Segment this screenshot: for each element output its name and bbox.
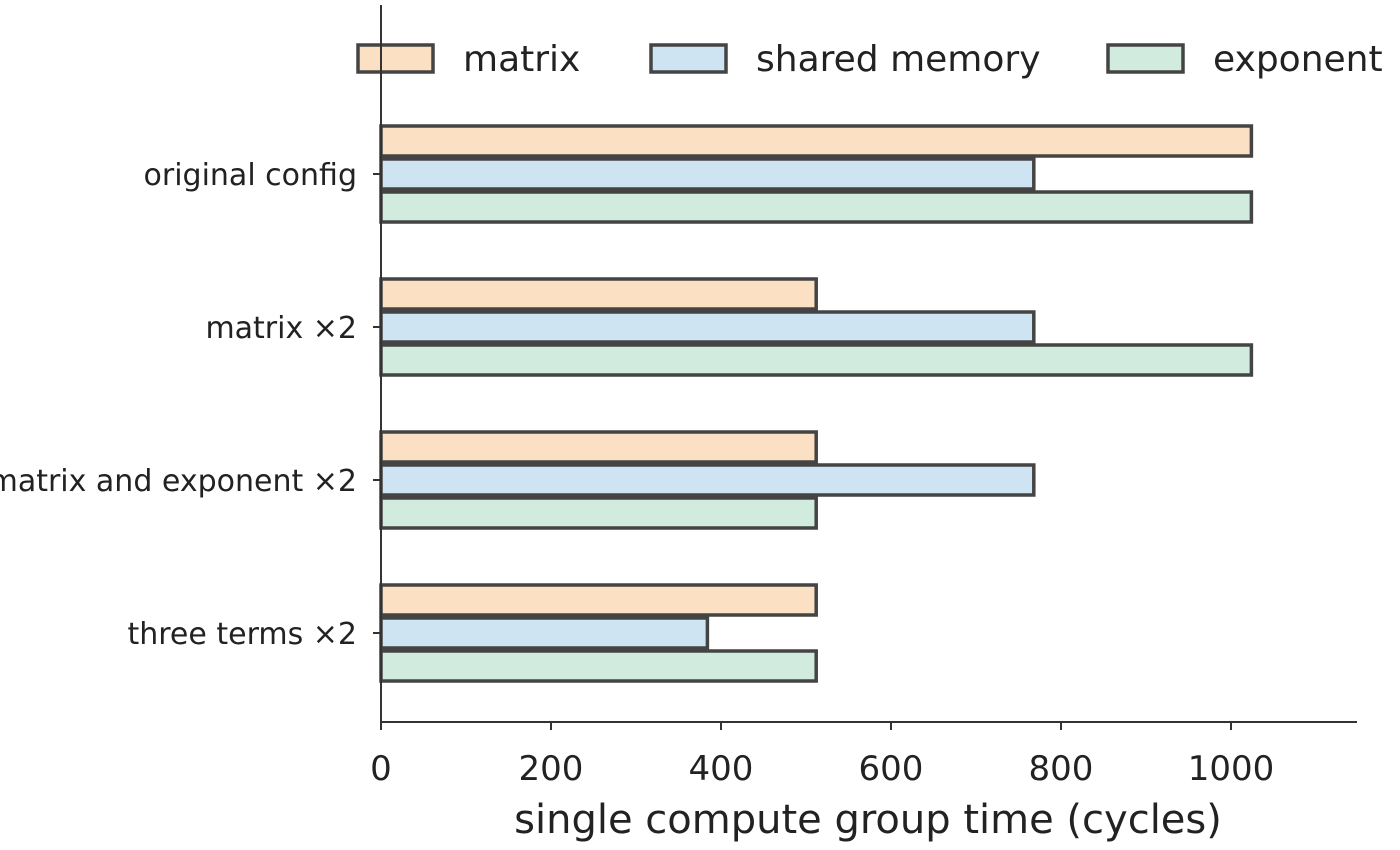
bar-matrix-0: [379, 124, 1254, 158]
bar-exponent-2: [379, 496, 818, 530]
bar-exponent-3: [379, 649, 818, 683]
x-tick-label: 800: [1029, 749, 1094, 789]
bar-shared-memory-1: [379, 310, 1036, 344]
x-tick-label: 1000: [1188, 749, 1275, 789]
category-label: matrix and exponent ×2: [0, 464, 357, 499]
bar-exponent-0: [379, 190, 1254, 224]
legend-swatch-exponent: [1106, 43, 1185, 74]
legend-label-matrix: matrix: [463, 39, 580, 80]
x-ticks: 0 200 400 600 800 1000: [370, 722, 1274, 789]
category-label: original config: [144, 158, 357, 193]
bar-exponent-1: [379, 343, 1254, 377]
bar-matrix-3: [379, 583, 818, 617]
bar-shared-memory-2: [379, 463, 1036, 497]
bar-shared-memory-3: [379, 616, 710, 650]
bars: [379, 124, 1254, 683]
legend-label-exponent: exponent: [1213, 39, 1383, 80]
legend-swatch-matrix: [356, 43, 435, 74]
x-tick-label: 200: [519, 749, 584, 789]
bar-matrix-1: [379, 277, 818, 311]
x-tick-label: 0: [370, 749, 392, 789]
axes: [380, 5, 1357, 723]
bar-shared-memory-0: [379, 157, 1036, 191]
category-label: three terms ×2: [127, 617, 357, 652]
category-label: matrix ×2: [205, 311, 357, 346]
legend-label-shared-memory: shared memory: [756, 39, 1041, 80]
x-tick-label: 400: [689, 749, 754, 789]
legend-swatch-shared-memory: [649, 43, 728, 74]
y-ticks: original config matrix ×2 matrix and expon…: [0, 158, 381, 652]
x-tick-label: 600: [859, 749, 924, 789]
bar-matrix-2: [379, 430, 818, 464]
x-axis-title: single compute group time (cycles): [514, 797, 1222, 843]
legend: matrix shared memory exponent: [356, 39, 1383, 80]
